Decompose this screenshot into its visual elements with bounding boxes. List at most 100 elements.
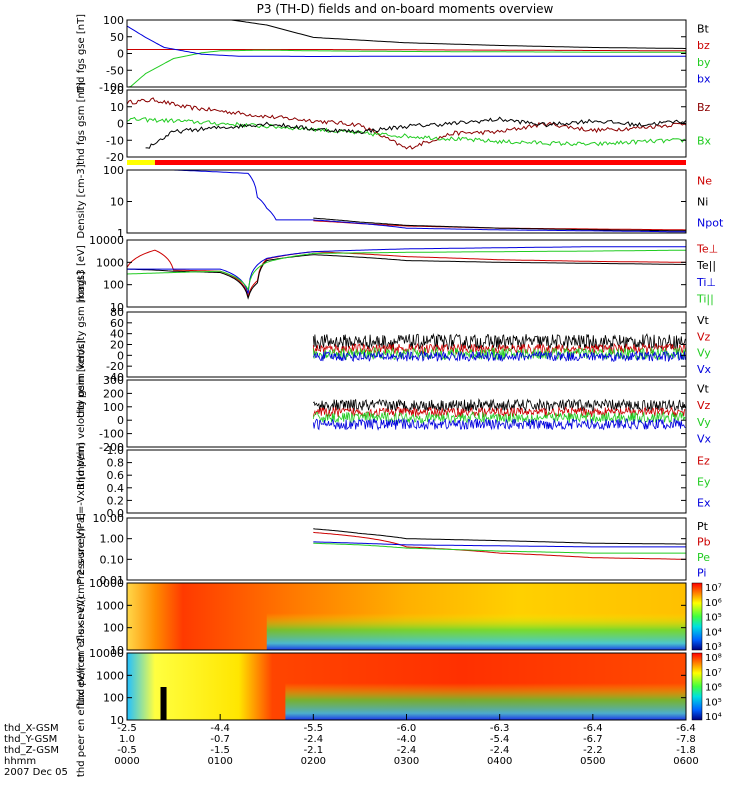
colorbar (691, 652, 703, 721)
legend-Bt: Bt (697, 22, 710, 35)
y-axis-label: thd peim velocity gsm [km/s] (76, 340, 87, 487)
y-tick-label: 0.2 (107, 494, 125, 507)
y-tick-label: 0 (117, 414, 124, 427)
y-tick-label: 50 (110, 31, 124, 44)
y-tick-label: 1000 (96, 256, 124, 269)
y-tick-label: 100 (103, 622, 124, 635)
x-row-value: -4.0 (397, 734, 417, 745)
legend-Vz: Vz (697, 330, 711, 343)
panel-fgs-gsm: 20 10 0 -10 -20 thd fgs gsm [nT] Bz Bx (76, 82, 712, 165)
y-axis-label: E=-VxB [mV/m] (76, 442, 87, 520)
series-Te⊥ (126, 249, 686, 298)
series-by (127, 49, 686, 88)
colorbar-tick-label: 10⁵ (705, 613, 722, 624)
y-tick-label: 1000 (96, 669, 124, 682)
panel-frame (126, 169, 687, 234)
y-tick-label: 0 (117, 349, 124, 362)
y-tick-label: 1 (117, 227, 124, 240)
y-tick-label: 100 (103, 14, 124, 27)
series-bz (127, 49, 686, 52)
series-Pb (313, 531, 686, 560)
series-black (145, 116, 687, 149)
panel-pressure: 10.00 1.00 0.10 0.01 Pressure [nPa] Pt Pb Pe Pi (76, 512, 711, 587)
x-row-value: -2.2 (583, 745, 603, 756)
x-row-value: 0200 (301, 756, 326, 767)
y-axis-label: thd fgs gsm [nT] (76, 82, 87, 165)
y-tick-label: 10 (110, 644, 124, 657)
y-tick-label: 10000 (89, 647, 124, 660)
legend-Ey: Ey (697, 476, 711, 489)
series-Ni (313, 217, 686, 232)
panel-frame (126, 449, 687, 514)
series-Vx (312, 350, 686, 363)
x-row-value: -2.4 (490, 745, 510, 756)
y-tick-label: 100 (103, 164, 124, 177)
panel-frame (126, 19, 687, 88)
legend-Ni: Ni (697, 196, 708, 209)
series-Pe (313, 542, 686, 554)
legend-Vx: Vx (697, 363, 712, 376)
series-Te|| (127, 254, 686, 300)
orbit-bar-yellow (127, 160, 155, 165)
orbit-bar-red (154, 160, 686, 165)
legend-Ez: Ez (697, 455, 710, 468)
series-Vt (312, 332, 686, 351)
legend-Vz: Vz (697, 399, 711, 412)
legend-Vt: Vt (697, 382, 710, 395)
series-Pi (313, 541, 686, 548)
x-row-value: -2.4 (304, 734, 324, 745)
y-tick-label: -40 (106, 371, 124, 384)
x-row-value: 0000 (114, 756, 139, 767)
colorbar-tick-label: 10⁶ (705, 598, 722, 609)
y-tick-label: 100 (103, 401, 124, 414)
x-row-value: 0500 (580, 756, 605, 767)
x-row-value: -2.1 (304, 745, 324, 756)
series-Pt (313, 528, 686, 545)
x-row-value: -6.4 (676, 723, 696, 734)
x-row-value: 1.0 (119, 734, 135, 745)
y-tick-label: 10 (110, 101, 124, 114)
y-tick-label: 0.0 (107, 507, 125, 520)
y-tick-label: 80 (110, 306, 124, 319)
legend-Pb: Pb (697, 535, 711, 548)
y-tick-label: -50 (106, 64, 124, 77)
x-row-value: -5.4 (490, 734, 510, 745)
x-row-value: 0600 (673, 756, 698, 767)
series-Vx (312, 417, 686, 431)
panel-frame (126, 239, 687, 308)
y-axis-label: Pressure [nPa] (76, 513, 87, 585)
x-row-value: -6.3 (490, 723, 510, 734)
x-row-value: -7.8 (676, 734, 696, 745)
panel-frame (126, 379, 687, 448)
legend-Te⊥: Te⊥ (696, 242, 718, 255)
y-tick-label: 20 (110, 84, 124, 97)
series-Vt (313, 397, 686, 413)
y-tick-label: 10 (110, 301, 124, 314)
y-tick-label: 1.00 (100, 533, 125, 546)
colorbar-tick-label: 10⁴ (705, 712, 722, 723)
spectrogram-low-energy-band (285, 653, 686, 720)
y-tick-label: 10 (110, 714, 124, 727)
x-row-value: -1.8 (676, 745, 696, 756)
y-tick-label: -10 (106, 134, 124, 147)
y-tick-label: 0.4 (107, 482, 125, 495)
y-tick-label: 10000 (89, 577, 124, 590)
colorbar-tick-label: 10⁸ (705, 653, 722, 664)
series-Vz (312, 342, 686, 356)
colorbar-tick-label: 10⁵ (705, 697, 722, 708)
panel-efield: 1.00.80.60.40.20.0 E=-VxB [mV/m] Ez Ey Ex (76, 442, 711, 520)
y-tick-label: 100 (103, 279, 124, 292)
x-row-value: -2.5 (117, 723, 137, 734)
panel-fgs-gse: 100 50 0 -50 -100 thd fgs gse [nT] Bt bz by bx (76, 14, 711, 94)
y-tick-label: -100 (99, 81, 124, 94)
colorbar-tick-label: 10⁷ (705, 668, 722, 679)
y-tick-label: 10 (110, 196, 124, 209)
y-tick-label: 20 (110, 339, 124, 352)
x-row-value: 0300 (394, 756, 419, 767)
colorbar (691, 582, 703, 651)
series-Npot (127, 169, 687, 233)
y-tick-label: -20 (106, 151, 124, 164)
x-row-value: -4.4 (210, 723, 230, 734)
